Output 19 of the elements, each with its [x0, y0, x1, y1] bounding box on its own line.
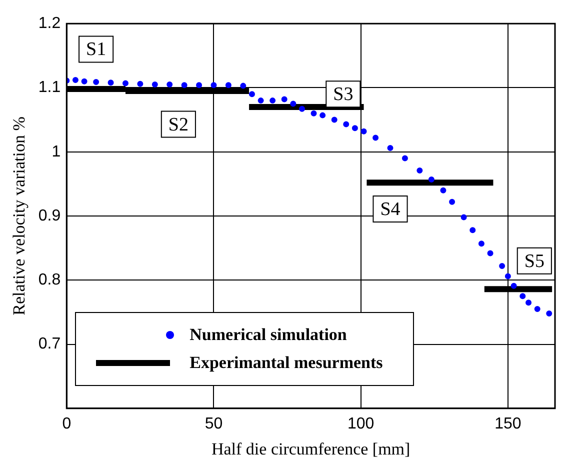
- annotation: S2: [168, 114, 188, 136]
- annotation: S5: [524, 250, 544, 272]
- x-tick-label: 0: [62, 415, 72, 432]
- y-tick-label: 1: [52, 143, 61, 160]
- annotation: S4: [380, 198, 401, 220]
- y-tick-label: 0.7: [38, 336, 61, 353]
- x-axis-title: Half die circumference [mm]: [211, 439, 410, 458]
- legend-label: Numerical simulation: [190, 324, 347, 346]
- y-axis-title: Relative velocity variation %: [10, 116, 29, 316]
- annotation: S3: [333, 84, 354, 106]
- annotation: S1: [86, 39, 106, 60]
- legend-label: Experimantal mesurments: [190, 352, 383, 374]
- x-tick-label: 100: [347, 415, 374, 432]
- y-tick-label: 0.9: [38, 207, 61, 224]
- y-tick-label: 1.2: [38, 15, 61, 32]
- y-tick-label: 1.1: [38, 79, 61, 96]
- y-tick-label: 0.8: [38, 272, 61, 289]
- x-tick-label: 50: [204, 415, 223, 432]
- x-tick-label: 150: [494, 415, 522, 432]
